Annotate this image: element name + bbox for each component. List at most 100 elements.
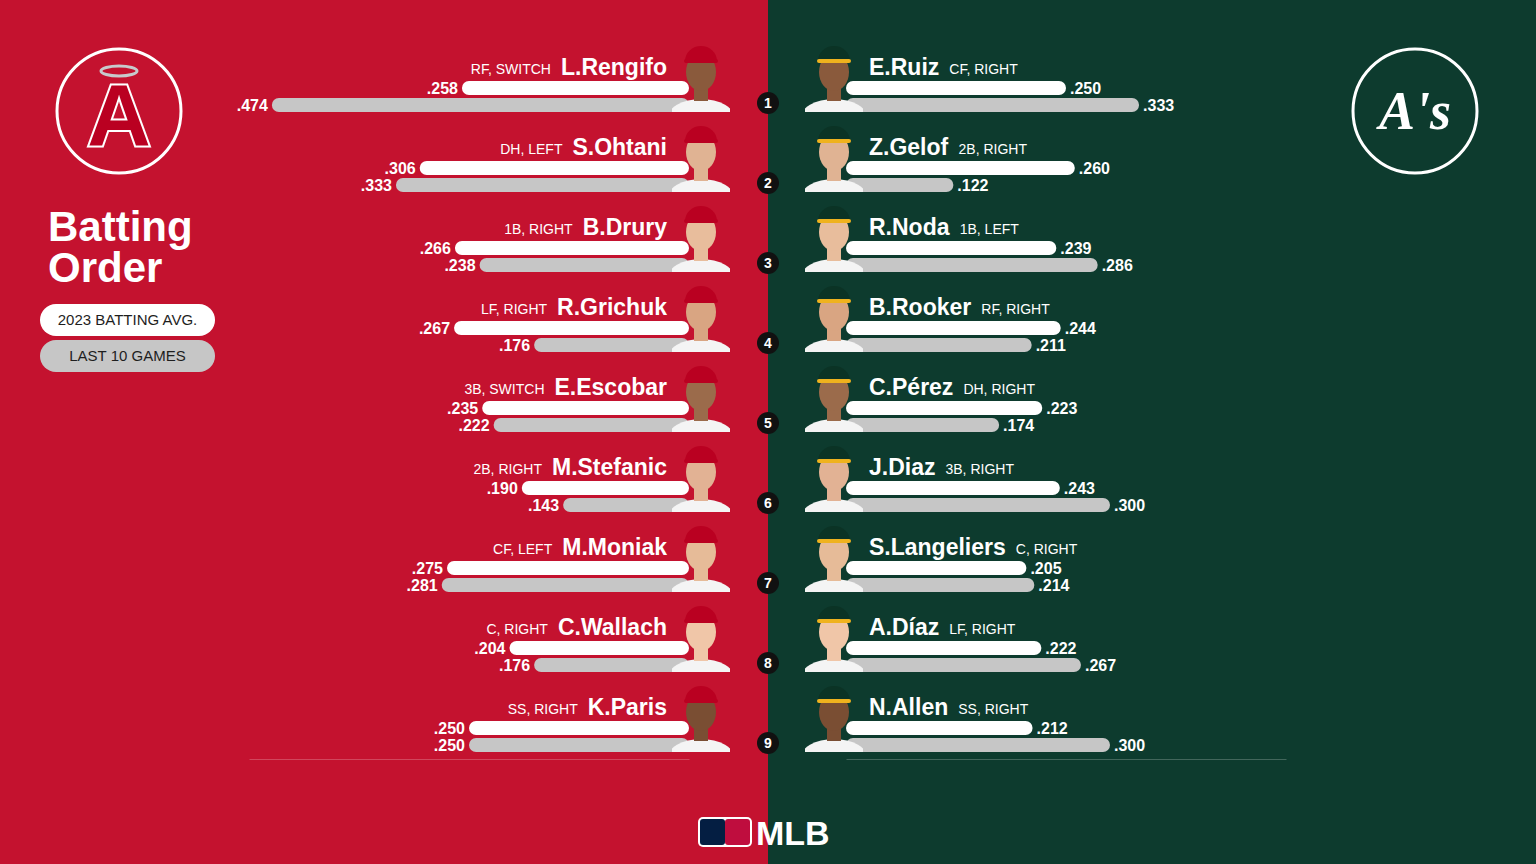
player-photo bbox=[672, 446, 730, 512]
player-position: DH, LEFT bbox=[500, 141, 563, 157]
background-left bbox=[0, 0, 768, 864]
cap bbox=[818, 366, 850, 381]
order-number: 9 bbox=[764, 735, 772, 751]
data-label: .306 bbox=[385, 160, 416, 177]
data-label: .243 bbox=[1064, 480, 1095, 497]
player-position: DH, RIGHT bbox=[963, 381, 1035, 397]
x-axis bbox=[847, 759, 1287, 760]
player-position: 2B, RIGHT bbox=[474, 461, 543, 477]
player-photo bbox=[805, 526, 863, 592]
data-label: .239 bbox=[1060, 240, 1091, 257]
player-photo bbox=[672, 526, 730, 592]
bar bbox=[272, 98, 689, 112]
bar bbox=[846, 401, 1042, 415]
cap-brim bbox=[817, 299, 851, 303]
player-name: C.Pérez bbox=[869, 374, 953, 400]
cap-brim bbox=[817, 139, 851, 143]
order-badge bbox=[757, 652, 779, 674]
legend-swatch bbox=[40, 304, 215, 336]
order-badge bbox=[757, 172, 779, 194]
player-photo bbox=[805, 46, 863, 112]
player-name: L.Rengifo bbox=[561, 54, 667, 80]
bar bbox=[846, 418, 999, 432]
data-label: .212 bbox=[1037, 720, 1068, 737]
data-label: .474 bbox=[237, 97, 268, 114]
logo-text: A's bbox=[1376, 81, 1451, 141]
cap bbox=[818, 526, 850, 541]
plot-area bbox=[272, 81, 689, 752]
order-badge bbox=[757, 252, 779, 274]
bar bbox=[534, 658, 689, 672]
cap-brim bbox=[817, 219, 851, 223]
player-position: RF, SWITCH bbox=[471, 61, 551, 77]
data-label: .250 bbox=[1070, 80, 1101, 97]
bar bbox=[846, 578, 1034, 592]
order-badge bbox=[757, 572, 779, 594]
cap-brim bbox=[684, 299, 718, 303]
cap bbox=[818, 686, 850, 701]
bar bbox=[462, 81, 689, 95]
player-name: N.Allen bbox=[869, 694, 948, 720]
data-label: .122 bbox=[957, 177, 988, 194]
player-name: C.Wallach bbox=[558, 614, 667, 640]
bar bbox=[846, 258, 1098, 272]
data-label: .333 bbox=[1143, 97, 1174, 114]
order-number: 1 bbox=[764, 95, 772, 111]
player-name: B.Drury bbox=[583, 214, 668, 240]
player-name: E.Escobar bbox=[555, 374, 668, 400]
bar bbox=[420, 161, 689, 175]
data-label: .244 bbox=[1065, 320, 1096, 337]
bar bbox=[454, 321, 689, 335]
order-badge bbox=[757, 92, 779, 114]
legend-label: 2023 BATTING AVG. bbox=[58, 311, 198, 328]
x-axis-line bbox=[250, 759, 690, 760]
bar bbox=[509, 641, 689, 655]
player-photo bbox=[672, 286, 730, 352]
cap-brim bbox=[817, 59, 851, 63]
order-number: 3 bbox=[764, 255, 772, 271]
data-label: .258 bbox=[427, 80, 458, 97]
cap bbox=[685, 206, 717, 221]
bar bbox=[846, 481, 1060, 495]
data-label: .223 bbox=[1046, 400, 1077, 417]
player-name: S.Ohtani bbox=[572, 134, 667, 160]
player-photo bbox=[805, 206, 863, 272]
bar bbox=[469, 721, 689, 735]
player-name: S.Langeliers bbox=[869, 534, 1006, 560]
logo-circle bbox=[1353, 49, 1477, 173]
player-position: 3B, RIGHT bbox=[945, 461, 1014, 477]
data-label: .300 bbox=[1114, 497, 1145, 514]
data-label: .300 bbox=[1114, 737, 1145, 754]
bar bbox=[522, 481, 689, 495]
cap-brim bbox=[817, 699, 851, 703]
bar bbox=[846, 98, 1139, 112]
bar bbox=[480, 258, 689, 272]
order-number: 6 bbox=[764, 495, 772, 511]
player-photo bbox=[805, 286, 863, 352]
background-right bbox=[768, 0, 1536, 864]
player-position: 3B, SWITCH bbox=[464, 381, 544, 397]
bar bbox=[846, 498, 1110, 512]
cap-brim bbox=[684, 139, 718, 143]
player-photo bbox=[672, 606, 730, 672]
cap-brim bbox=[684, 459, 718, 463]
player-name: M.Moniak bbox=[562, 534, 667, 560]
data-label: .238 bbox=[444, 257, 475, 274]
legend-label: LAST 10 GAMES bbox=[69, 347, 185, 364]
x-axis bbox=[250, 759, 690, 760]
player-position: 1B, RIGHT bbox=[504, 221, 573, 237]
cap bbox=[818, 446, 850, 461]
cap-brim bbox=[684, 379, 718, 383]
order-number: 2 bbox=[764, 175, 772, 191]
cap bbox=[685, 446, 717, 461]
bar bbox=[455, 241, 689, 255]
bar bbox=[482, 401, 689, 415]
bar bbox=[494, 418, 689, 432]
data-label: .174 bbox=[1003, 417, 1034, 434]
cap bbox=[685, 686, 717, 701]
cap-brim bbox=[817, 459, 851, 463]
plot-area bbox=[846, 81, 1139, 752]
player-photo bbox=[672, 126, 730, 192]
bar bbox=[442, 578, 689, 592]
player-photo bbox=[672, 46, 730, 112]
